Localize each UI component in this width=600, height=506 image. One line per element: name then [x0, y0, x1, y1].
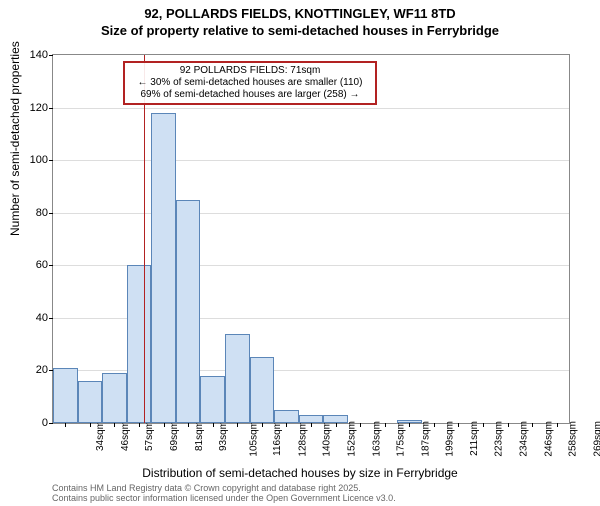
chart-title-sub: Size of property relative to semi-detach… — [0, 23, 600, 38]
x-tick-mark — [483, 423, 484, 427]
histogram-bar — [274, 410, 299, 423]
histogram-bar — [323, 415, 348, 423]
gridline-h — [53, 213, 569, 214]
histogram-bar — [250, 357, 275, 423]
x-tick-label: 269sqm — [592, 421, 600, 457]
x-tick-label: 152sqm — [347, 421, 358, 457]
gridline-h — [53, 108, 569, 109]
histogram-bar — [53, 368, 78, 423]
x-tick-label: 175sqm — [396, 421, 407, 457]
x-tick-mark — [164, 423, 165, 427]
y-tick-mark — [49, 318, 53, 319]
footer-attribution: Contains HM Land Registry data © Crown c… — [52, 484, 396, 504]
histogram-bar — [225, 334, 250, 423]
x-tick-label: 57sqm — [144, 421, 155, 451]
y-tick-label: 80 — [36, 207, 48, 219]
x-tick-mark — [532, 423, 533, 427]
x-tick-label: 246sqm — [543, 421, 554, 457]
y-tick-mark — [49, 265, 53, 266]
x-tick-mark — [65, 423, 66, 427]
property-marker-line — [144, 55, 145, 423]
histogram-bar — [151, 113, 176, 423]
x-axis-label: Distribution of semi-detached houses by … — [0, 466, 600, 480]
x-tick-label: 34sqm — [95, 421, 106, 451]
x-tick-label: 223sqm — [494, 421, 505, 457]
histogram-bar — [200, 376, 225, 423]
y-tick-label: 20 — [36, 364, 48, 376]
histogram-bar — [176, 200, 201, 423]
y-tick-label: 120 — [30, 102, 48, 114]
x-tick-mark — [458, 423, 459, 427]
x-tick-label: 234sqm — [519, 421, 530, 457]
x-tick-label: 46sqm — [120, 421, 131, 451]
gridline-h — [53, 160, 569, 161]
x-tick-label: 211sqm — [469, 421, 480, 456]
x-tick-label: 116sqm — [272, 421, 283, 456]
x-tick-mark — [188, 423, 189, 427]
y-tick-label: 100 — [30, 154, 48, 166]
x-tick-mark — [434, 423, 435, 427]
histogram-bar — [299, 415, 324, 423]
x-tick-label: 105sqm — [248, 421, 259, 457]
y-tick-mark — [49, 423, 53, 424]
annotation-line3: 69% of semi-detached houses are larger (… — [129, 89, 371, 101]
x-tick-mark — [114, 423, 115, 427]
x-tick-mark — [262, 423, 263, 427]
x-tick-mark — [213, 423, 214, 427]
x-tick-label: 93sqm — [218, 421, 229, 451]
x-tick-mark — [286, 423, 287, 427]
x-tick-mark — [311, 423, 312, 427]
chart-panel: 02040608010012014034sqm46sqm57sqm69sqm81… — [52, 54, 570, 424]
x-tick-label: 69sqm — [169, 421, 180, 451]
x-tick-mark — [557, 423, 558, 427]
x-tick-label: 140sqm — [322, 421, 333, 457]
x-tick-label: 128sqm — [297, 421, 308, 457]
x-tick-label: 199sqm — [445, 421, 456, 457]
x-tick-mark — [336, 423, 337, 427]
y-tick-mark — [49, 108, 53, 109]
x-tick-label: 187sqm — [420, 421, 431, 457]
histogram-bar — [102, 373, 127, 423]
x-tick-mark — [385, 423, 386, 427]
y-tick-mark — [49, 213, 53, 214]
chart-title-main: 92, POLLARDS FIELDS, KNOTTINGLEY, WF11 8… — [0, 6, 600, 21]
histogram-bar — [127, 265, 152, 423]
annotation-box: 92 POLLARDS FIELDS: 71sqm ← 30% of semi-… — [123, 61, 377, 105]
x-tick-label: 258sqm — [568, 421, 579, 457]
x-tick-mark — [508, 423, 509, 427]
y-tick-label: 60 — [36, 259, 48, 271]
annotation-line1: 92 POLLARDS FIELDS: 71sqm — [129, 65, 371, 77]
x-tick-mark — [409, 423, 410, 427]
y-tick-label: 140 — [30, 49, 48, 61]
y-tick-label: 0 — [42, 417, 48, 429]
histogram-bar — [78, 381, 103, 423]
x-tick-label: 81sqm — [194, 421, 205, 451]
footer-line2: Contains public sector information licen… — [52, 494, 396, 504]
x-tick-mark — [90, 423, 91, 427]
annotation-line2: ← 30% of semi-detached houses are smalle… — [129, 77, 371, 89]
x-tick-mark — [237, 423, 238, 427]
x-tick-label: 163sqm — [371, 421, 382, 457]
y-tick-label: 40 — [36, 312, 48, 324]
y-tick-mark — [49, 160, 53, 161]
x-tick-mark — [360, 423, 361, 427]
y-axis-label: Number of semi-detached properties — [8, 41, 22, 236]
x-tick-mark — [139, 423, 140, 427]
y-tick-mark — [49, 55, 53, 56]
